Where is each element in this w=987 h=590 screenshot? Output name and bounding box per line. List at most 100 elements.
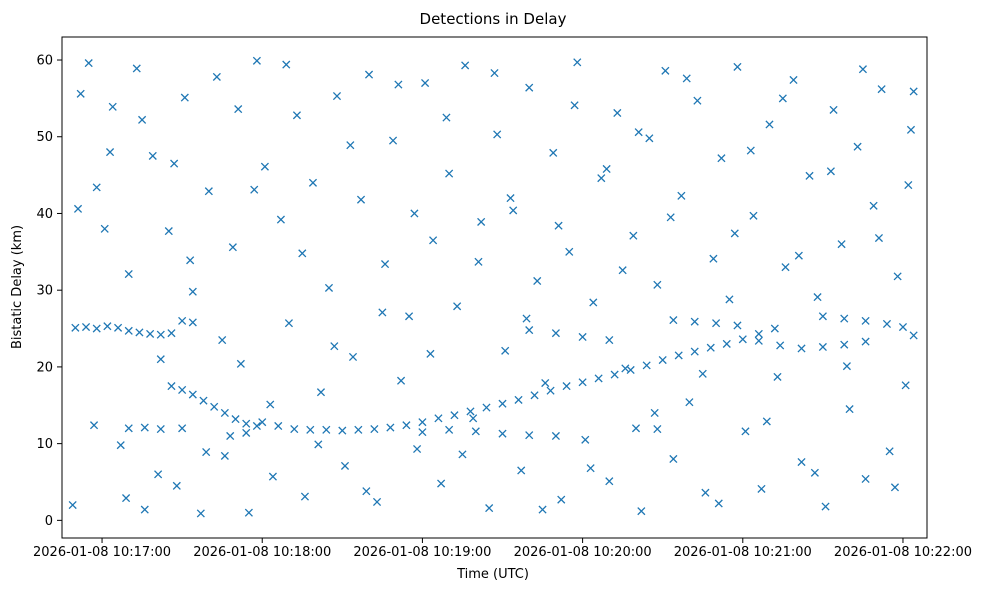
data-point bbox=[226, 431, 235, 441]
y-tick-label: 10 bbox=[36, 437, 53, 452]
data-point bbox=[156, 330, 165, 339]
data-point bbox=[733, 321, 742, 330]
data-point bbox=[549, 148, 558, 157]
data-point bbox=[282, 60, 291, 69]
data-point bbox=[388, 136, 398, 145]
data-point bbox=[469, 414, 478, 423]
data-point bbox=[356, 195, 366, 204]
data-point bbox=[124, 326, 133, 335]
data-point bbox=[242, 428, 251, 437]
data-point bbox=[573, 58, 582, 67]
data-point bbox=[693, 96, 702, 105]
data-point bbox=[180, 93, 189, 102]
data-point bbox=[372, 497, 382, 506]
data-point bbox=[602, 164, 611, 174]
data-point bbox=[861, 316, 870, 325]
data-point bbox=[314, 440, 323, 449]
data-point bbox=[877, 85, 886, 94]
plot-frame bbox=[61, 36, 928, 539]
data-point bbox=[650, 408, 659, 418]
data-point bbox=[485, 504, 494, 513]
data-point bbox=[733, 62, 742, 71]
data-point bbox=[674, 351, 683, 360]
data-point bbox=[135, 328, 144, 337]
data-point bbox=[178, 424, 187, 433]
data-point bbox=[909, 87, 918, 96]
data-point bbox=[631, 424, 641, 433]
data-point bbox=[402, 421, 411, 430]
data-point bbox=[292, 111, 301, 120]
data-point bbox=[789, 75, 798, 85]
data-point bbox=[260, 162, 269, 171]
data-point bbox=[172, 481, 181, 490]
data-point bbox=[138, 115, 147, 124]
data-point bbox=[869, 201, 878, 210]
data-point bbox=[370, 424, 379, 434]
data-point bbox=[204, 187, 213, 196]
data-point bbox=[378, 308, 387, 317]
data-point bbox=[826, 167, 835, 176]
data-point bbox=[725, 295, 734, 304]
data-point bbox=[100, 224, 109, 233]
y-tick-label: 50 bbox=[36, 130, 53, 145]
data-point bbox=[274, 421, 283, 431]
data-markers bbox=[68, 56, 918, 518]
data-point bbox=[196, 509, 205, 518]
data-point bbox=[493, 130, 502, 139]
data-point bbox=[220, 451, 229, 460]
data-point bbox=[146, 329, 155, 338]
data-point bbox=[821, 502, 830, 511]
x-tick-label: 2026-01-08 10:18:00 bbox=[193, 545, 331, 560]
y-tick-label: 0 bbox=[45, 514, 53, 529]
data-point bbox=[410, 209, 419, 218]
data-point bbox=[570, 101, 579, 110]
data-point bbox=[71, 323, 80, 332]
data-point bbox=[797, 457, 806, 467]
data-point bbox=[730, 229, 739, 238]
data-point bbox=[306, 425, 315, 434]
data-point bbox=[749, 211, 758, 220]
data-point bbox=[853, 142, 862, 151]
data-point bbox=[773, 372, 782, 381]
data-point bbox=[554, 221, 563, 230]
data-point bbox=[498, 399, 507, 408]
data-point bbox=[140, 505, 149, 514]
data-point bbox=[890, 483, 900, 492]
data-point bbox=[517, 466, 526, 475]
data-point bbox=[661, 66, 670, 75]
data-point bbox=[156, 355, 165, 364]
data-point bbox=[234, 105, 243, 114]
data-point bbox=[298, 249, 307, 258]
data-point bbox=[380, 260, 390, 269]
data-point bbox=[413, 444, 422, 454]
data-point bbox=[698, 369, 707, 378]
data-point bbox=[589, 298, 598, 307]
data-point bbox=[164, 227, 173, 236]
data-point bbox=[276, 215, 285, 224]
data-point bbox=[813, 293, 822, 302]
data-point bbox=[805, 171, 814, 180]
data-point bbox=[167, 382, 176, 391]
data-point bbox=[757, 484, 766, 493]
data-point bbox=[405, 312, 414, 321]
data-point bbox=[346, 141, 355, 150]
data-point bbox=[466, 407, 475, 416]
data-point bbox=[477, 217, 486, 226]
data-point bbox=[642, 361, 651, 370]
data-point bbox=[898, 322, 908, 332]
data-point bbox=[199, 396, 208, 405]
data-point bbox=[909, 331, 918, 340]
data-point bbox=[605, 335, 614, 345]
data-point bbox=[538, 505, 547, 514]
data-point bbox=[330, 342, 339, 351]
data-point bbox=[653, 424, 662, 434]
data-point bbox=[445, 425, 454, 434]
data-point bbox=[148, 151, 157, 160]
data-point bbox=[324, 283, 334, 292]
data-point bbox=[105, 148, 115, 157]
data-point bbox=[690, 347, 699, 356]
data-point bbox=[68, 500, 77, 510]
data-point bbox=[482, 403, 491, 412]
data-point bbox=[818, 342, 827, 352]
